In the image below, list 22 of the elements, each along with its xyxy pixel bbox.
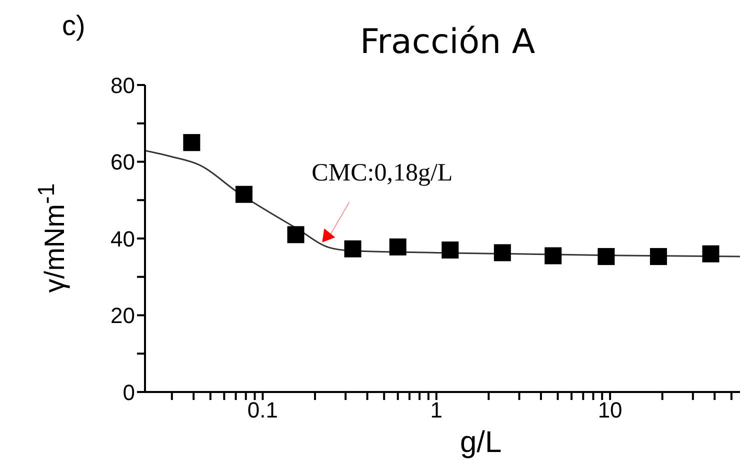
y-tick-label: 40 [110, 226, 135, 252]
annotation: CMC:0,18g/L [312, 159, 453, 186]
x-tick-label: 1 [430, 398, 443, 423]
y-tick-label: 20 [110, 303, 135, 328]
chart-title: Fracción A [360, 22, 536, 62]
y-tick-label: 60 [110, 150, 135, 175]
y-tick-label: 80 [110, 72, 135, 98]
point [650, 248, 667, 266]
point [544, 247, 562, 264]
point [702, 245, 720, 262]
point [235, 186, 252, 203]
point [287, 226, 304, 244]
x-tick-label: 10 [598, 398, 622, 423]
point [494, 244, 511, 262]
point [598, 248, 615, 266]
point [442, 242, 459, 259]
y-tick-label: 0 [122, 380, 135, 405]
x-axis-title: g/L [460, 426, 502, 460]
point [389, 238, 406, 256]
text: c) [62, 10, 86, 42]
x-tick-label: 0.1 [247, 398, 278, 423]
point [183, 134, 200, 152]
